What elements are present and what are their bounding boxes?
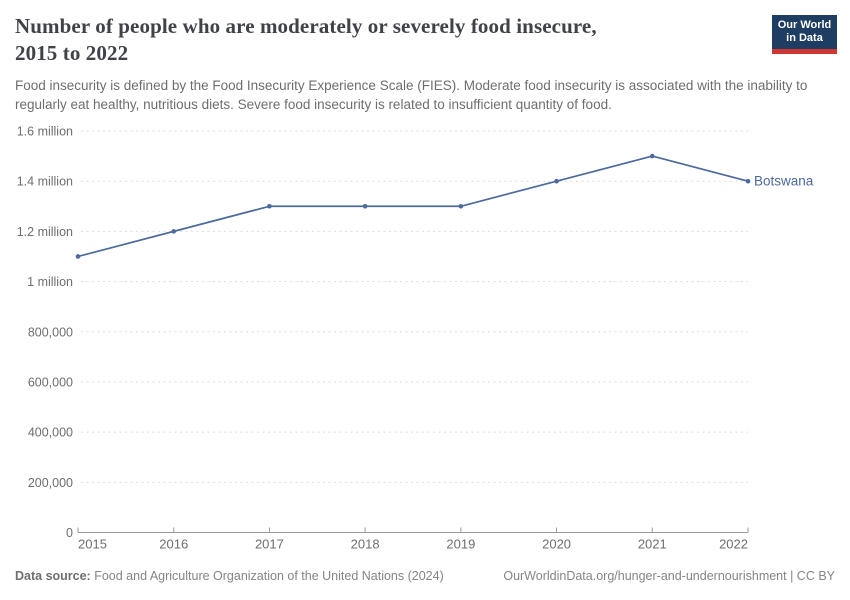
series-label: Botswana [754,174,814,189]
x-axis-tick-label: 2022 [719,537,748,552]
owid-logo[interactable]: Our World in Data [772,15,837,54]
page-title-line-1: Number of people who are moderately or s… [15,14,597,38]
owid-logo-text-line-2: in Data [786,32,823,44]
y-axis-tick-label: 0 [66,526,73,540]
x-axis-tick-label: 2021 [638,537,667,552]
x-axis-tick-label: 2019 [446,537,475,552]
owid-logo-box: Our World in Data [772,15,837,49]
y-axis-tick-label: 1.6 million [17,125,73,139]
y-axis-tick-label: 400,000 [28,426,73,440]
data-point [75,254,81,259]
x-axis-tick-label: 2016 [159,537,188,552]
x-axis-tick-label: 2020 [542,537,571,552]
data-source: Data source: Food and Agriculture Organi… [15,569,444,583]
series-line [77,155,749,258]
license-link[interactable]: OurWorldinData.org/hunger-and-undernouri… [503,569,835,583]
chart-subtitle: Food insecurity is defined by the Food I… [15,78,808,112]
x-axis-tick-label: 2018 [351,537,380,552]
x-axis-tick-label: 2015 [78,537,107,552]
page-title: Number of people who are moderately or s… [15,13,597,67]
data-point [458,203,464,209]
data-point [171,229,177,234]
data-source-label: Data source: [15,569,91,583]
data-point [362,203,368,209]
y-axis-tick-label: 1 million [27,275,73,289]
data-point [554,178,559,184]
y-axis-tick-label: 200,000 [28,476,73,490]
y-axis-tick-label: 1.2 million [17,225,73,239]
data-point [267,203,272,209]
y-axis-tick-label: 800,000 [28,325,73,339]
owid-logo-red-bar [772,49,837,54]
data-point [649,153,655,159]
data-point [745,178,751,184]
y-axis-tick-label: 1.4 million [17,175,73,189]
y-axis-tick-label: 600,000 [28,375,73,389]
x-axis-tick-label: 2017 [255,537,284,552]
page-title-line-2: 2015 to 2022 [15,41,129,65]
data-source-text: Food and Agriculture Organization of the… [94,569,444,583]
owid-logo-text-line-1: Our World [777,19,832,31]
chart-footer: Data source: Food and Agriculture Organi… [15,569,835,583]
